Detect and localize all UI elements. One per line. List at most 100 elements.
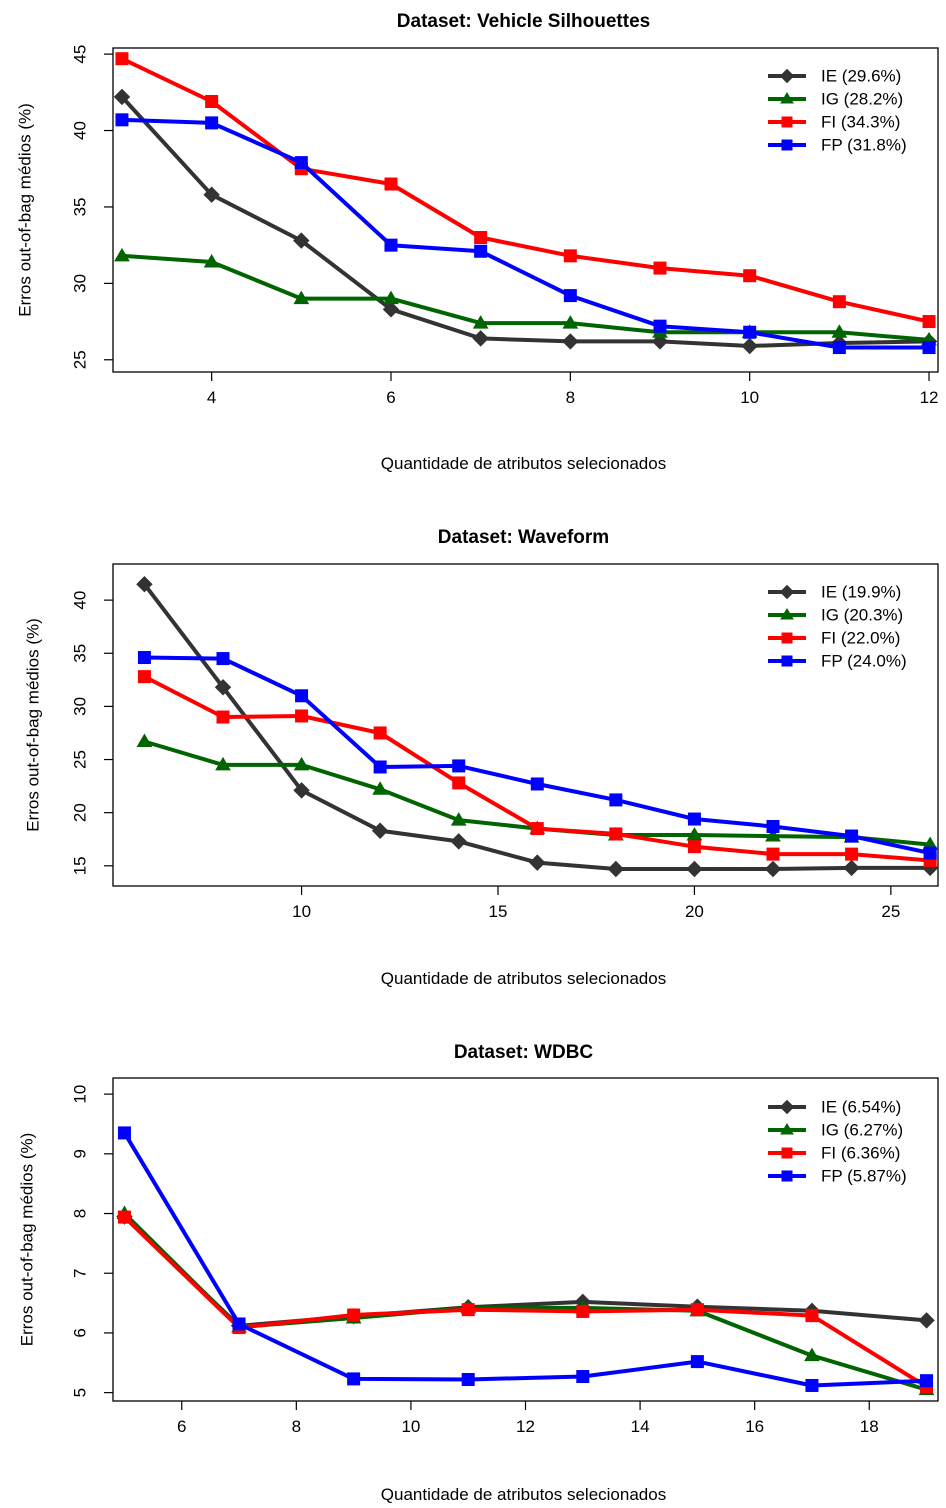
legend-label: IE (19.9%)	[821, 583, 901, 602]
y-axis-label: Erros out-of-bag médios (%)	[24, 618, 43, 832]
legend: IE (29.6%) IG (28.2%) FI (34.3%) FP (31.8%)	[768, 67, 907, 155]
legend: IE (6.54%) IG (6.27%) FI (6.36%) FP (5.87%)	[768, 1098, 907, 1186]
legend-marker	[779, 584, 795, 600]
data-point	[216, 710, 230, 724]
legend-label: IG (20.3%)	[821, 606, 903, 625]
x-tick-label: 6	[386, 388, 395, 407]
data-point	[743, 269, 757, 283]
series-line	[123, 1215, 928, 1389]
data-point	[765, 828, 781, 842]
series-line	[123, 1212, 928, 1392]
data-point	[372, 781, 389, 795]
data-point	[562, 315, 579, 329]
legend-label: IG (6.27%)	[821, 1121, 903, 1140]
data-point	[203, 253, 220, 268]
data-point	[293, 756, 310, 771]
data-point	[383, 290, 399, 305]
y-tick-label: 6	[71, 1328, 90, 1337]
legend-label: FP (5.87%)	[821, 1167, 907, 1186]
legend-marker	[780, 608, 794, 620]
data-point	[576, 1304, 590, 1318]
y-tick-label: 45	[71, 45, 90, 64]
series-fi	[137, 670, 937, 867]
chart-title: Dataset: Waveform	[438, 527, 609, 548]
data-point	[845, 847, 859, 861]
data-point	[609, 793, 623, 807]
data-point	[530, 822, 544, 836]
chart-panel-3: Dataset: WDBC 6 8 10 12 14 16 18 5 6 7 8 9 10 Quantida…	[18, 1042, 939, 1504]
data-point	[216, 652, 230, 666]
data-point	[922, 341, 936, 355]
legend-marker	[779, 68, 795, 84]
data-point	[117, 1126, 131, 1140]
data-point	[690, 1303, 704, 1317]
x-axis-label: Quantidade de atributos selecionados	[381, 969, 666, 988]
data-point	[805, 1309, 819, 1323]
data-point	[686, 826, 703, 841]
y-tick-label: 40	[71, 591, 90, 610]
series-ie	[136, 575, 939, 878]
data-point	[474, 231, 488, 245]
data-point	[472, 330, 489, 347]
legend-label: IE (29.6%)	[821, 67, 901, 86]
data-point	[347, 1308, 361, 1322]
data-point	[609, 827, 623, 841]
data-point	[530, 777, 544, 791]
y-tick-label: 25	[71, 750, 90, 769]
series-line	[121, 117, 929, 350]
x-tick-label: 20	[685, 902, 704, 921]
data-point	[205, 116, 219, 130]
data-point	[114, 247, 130, 262]
x-tick-label: 8	[292, 1417, 301, 1436]
data-point	[687, 812, 701, 826]
series-line	[121, 253, 930, 342]
x-tick-label: 4	[207, 388, 216, 407]
data-point	[115, 52, 129, 66]
data-point	[294, 156, 308, 170]
y-tick-label: 20	[71, 803, 90, 822]
x-tick-label: 10	[292, 902, 311, 921]
series-fi	[117, 1210, 934, 1394]
series-fp	[137, 651, 937, 860]
data-point	[832, 295, 846, 309]
data-point	[293, 290, 310, 305]
data-point	[373, 726, 387, 740]
x-tick-label: 12	[920, 388, 939, 407]
data-point	[686, 860, 703, 878]
series-fp	[117, 1126, 934, 1392]
plot-frame	[112, 47, 939, 373]
chart-title: Dataset: Vehicle Silhouettes	[397, 11, 650, 32]
legend-marker	[781, 655, 793, 667]
data-point	[461, 1303, 475, 1317]
y-tick-label: 35	[71, 197, 90, 216]
data-point	[741, 337, 758, 355]
x-tick-label: 14	[631, 1417, 650, 1436]
y-axis-label: Erros out-of-bag médios (%)	[16, 103, 35, 317]
series-line	[122, 1131, 927, 1388]
data-point	[690, 1355, 704, 1369]
data-point	[137, 651, 151, 665]
data-point	[137, 670, 151, 684]
data-point	[295, 689, 309, 703]
data-point	[576, 1370, 590, 1384]
x-tick-label: 25	[881, 902, 900, 921]
data-point	[136, 575, 153, 593]
data-point	[382, 301, 400, 318]
legend-marker	[781, 632, 793, 644]
legend-label: FI (34.3%)	[821, 113, 900, 132]
data-point	[653, 261, 667, 275]
legend-label: FI (6.36%)	[821, 1144, 900, 1163]
series-ig	[116, 1205, 935, 1396]
x-tick-label: 18	[860, 1417, 879, 1436]
data-point	[832, 341, 846, 355]
legend-label: FI (22.0%)	[821, 629, 900, 648]
data-point	[384, 177, 398, 191]
series-line	[120, 95, 930, 348]
y-tick-label: 9	[71, 1149, 90, 1158]
data-point	[845, 829, 859, 843]
data-point	[653, 319, 667, 333]
data-point	[918, 1312, 935, 1329]
data-point	[562, 333, 579, 350]
data-point	[136, 733, 153, 747]
data-point	[373, 760, 387, 774]
